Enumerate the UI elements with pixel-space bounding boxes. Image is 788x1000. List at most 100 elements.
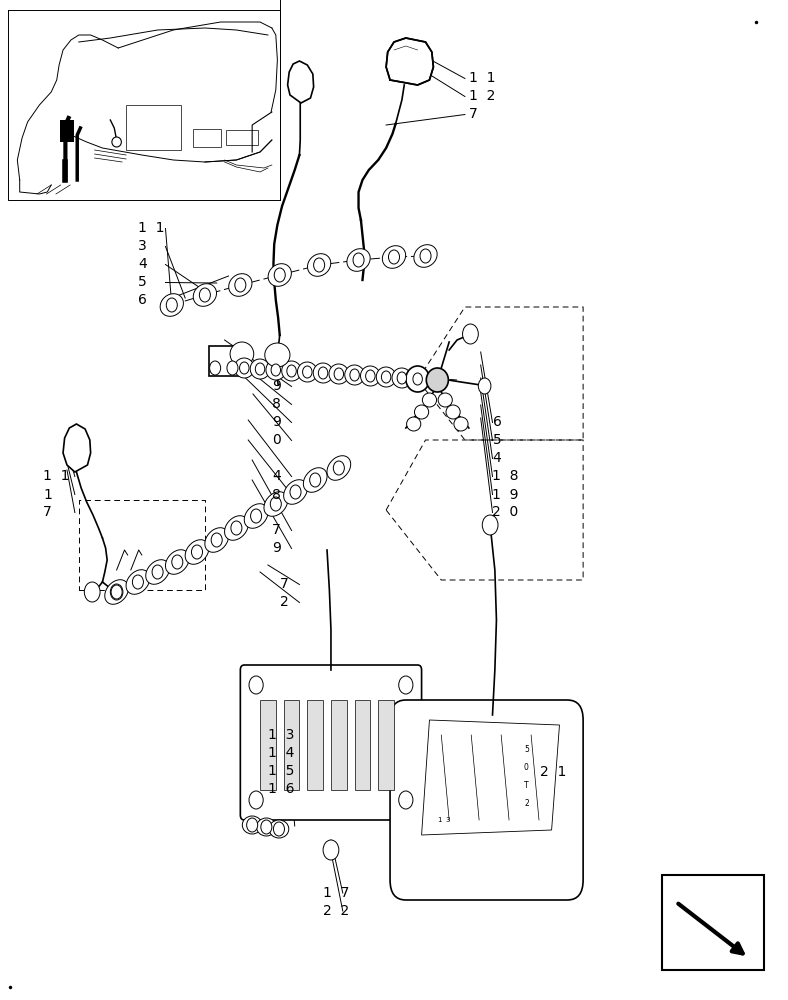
Polygon shape <box>386 38 433 85</box>
Circle shape <box>350 369 359 381</box>
Ellipse shape <box>414 405 429 419</box>
Ellipse shape <box>426 368 448 392</box>
Circle shape <box>249 791 263 809</box>
Ellipse shape <box>225 516 248 540</box>
Circle shape <box>211 533 222 547</box>
Text: 5: 5 <box>492 434 501 448</box>
Ellipse shape <box>284 480 307 504</box>
Ellipse shape <box>422 393 437 407</box>
Ellipse shape <box>265 343 290 367</box>
Ellipse shape <box>382 246 406 268</box>
Ellipse shape <box>345 365 364 385</box>
Text: 9: 9 <box>272 416 281 430</box>
Circle shape <box>111 585 122 599</box>
Ellipse shape <box>244 504 268 528</box>
Text: 7: 7 <box>469 107 478 121</box>
Text: 5: 5 <box>524 746 529 754</box>
Polygon shape <box>63 424 91 472</box>
Ellipse shape <box>126 570 150 594</box>
Text: 4: 4 <box>492 452 501 466</box>
Circle shape <box>397 372 407 384</box>
Ellipse shape <box>160 294 184 316</box>
Ellipse shape <box>438 393 452 407</box>
Circle shape <box>366 370 375 382</box>
Text: 1  5: 1 5 <box>268 764 294 778</box>
Ellipse shape <box>185 540 209 564</box>
Circle shape <box>247 818 258 832</box>
Text: 0: 0 <box>524 764 529 772</box>
Ellipse shape <box>229 274 252 296</box>
Circle shape <box>270 497 281 511</box>
Circle shape <box>413 373 422 385</box>
Circle shape <box>152 565 163 579</box>
Ellipse shape <box>361 366 380 386</box>
Circle shape <box>261 820 272 834</box>
Ellipse shape <box>193 284 217 306</box>
Circle shape <box>255 363 265 375</box>
Circle shape <box>310 473 321 487</box>
Circle shape <box>303 366 312 378</box>
Circle shape <box>381 371 391 383</box>
Circle shape <box>290 485 301 499</box>
Circle shape <box>249 676 263 694</box>
FancyBboxPatch shape <box>240 665 422 820</box>
Ellipse shape <box>269 820 288 838</box>
Ellipse shape <box>446 405 460 419</box>
Bar <box>662 875 764 970</box>
Circle shape <box>482 515 498 535</box>
Circle shape <box>210 361 221 375</box>
Circle shape <box>251 509 262 523</box>
Text: 1  8: 1 8 <box>492 470 519 484</box>
Ellipse shape <box>230 342 254 366</box>
Text: 1  1: 1 1 <box>138 222 165 235</box>
Polygon shape <box>422 720 559 835</box>
Circle shape <box>399 791 413 809</box>
Bar <box>355 700 370 790</box>
Text: 2: 2 <box>524 800 529 808</box>
Ellipse shape <box>329 364 348 384</box>
Circle shape <box>271 364 281 376</box>
Ellipse shape <box>392 368 411 388</box>
Text: 9: 9 <box>272 379 281 393</box>
Ellipse shape <box>414 245 437 267</box>
Circle shape <box>318 367 328 379</box>
Circle shape <box>333 461 344 475</box>
Circle shape <box>166 298 177 312</box>
Circle shape <box>399 676 413 694</box>
Text: 1  2: 1 2 <box>469 90 495 104</box>
Ellipse shape <box>165 550 189 574</box>
Text: T: T <box>524 782 529 790</box>
Circle shape <box>463 324 478 344</box>
Text: 2: 2 <box>280 595 288 609</box>
Text: 3: 3 <box>138 239 147 253</box>
Ellipse shape <box>406 366 429 392</box>
Text: 6: 6 <box>492 416 501 430</box>
Text: 1  1: 1 1 <box>469 72 496 86</box>
Text: 1: 1 <box>437 817 442 823</box>
Text: 1  1: 1 1 <box>43 470 70 484</box>
Bar <box>284 700 299 790</box>
Ellipse shape <box>243 816 262 834</box>
Text: 1: 1 <box>43 488 52 502</box>
Bar <box>378 700 394 790</box>
Text: 1  3: 1 3 <box>268 728 294 742</box>
Text: 4: 4 <box>138 257 147 271</box>
Circle shape <box>199 288 210 302</box>
Circle shape <box>235 278 246 292</box>
Text: 2  2: 2 2 <box>323 904 349 918</box>
Text: 2  0: 2 0 <box>492 506 519 520</box>
Text: 7: 7 <box>43 506 52 520</box>
Bar <box>193 129 221 147</box>
FancyBboxPatch shape <box>390 700 583 900</box>
Circle shape <box>388 250 400 264</box>
Ellipse shape <box>377 367 396 387</box>
Circle shape <box>274 268 285 282</box>
Text: 8: 8 <box>272 488 281 502</box>
Text: 3: 3 <box>445 817 450 823</box>
Ellipse shape <box>454 417 468 431</box>
Bar <box>307 700 323 790</box>
Text: 1  6: 1 6 <box>268 782 295 796</box>
Text: 7: 7 <box>272 524 281 538</box>
Text: 1  7: 1 7 <box>323 886 349 900</box>
Text: 1  9: 1 9 <box>492 488 519 502</box>
